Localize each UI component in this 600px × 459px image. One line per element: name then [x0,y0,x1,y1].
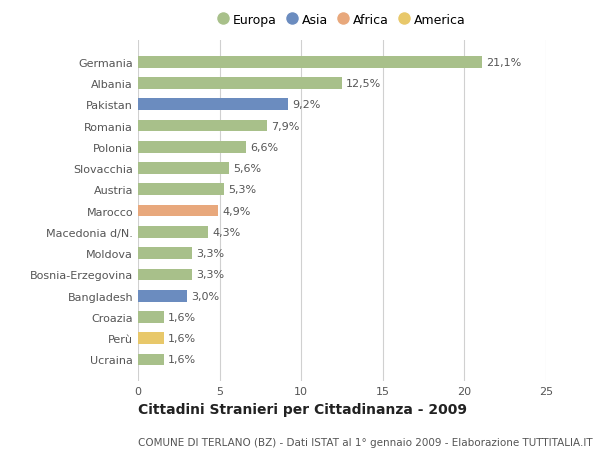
Text: 4,9%: 4,9% [222,206,250,216]
Bar [138,99,288,111]
Bar [138,205,218,217]
Text: 12,5%: 12,5% [346,79,382,89]
Bar [138,78,342,90]
Text: 21,1%: 21,1% [487,57,521,67]
Text: 3,3%: 3,3% [196,270,224,280]
Legend: Europa, Asia, Africa, America: Europa, Asia, Africa, America [214,10,470,31]
Bar [138,142,246,153]
Bar [138,269,192,280]
Text: 3,3%: 3,3% [196,249,224,258]
Text: 7,9%: 7,9% [271,121,299,131]
Bar [138,311,164,323]
Text: COMUNE DI TERLANO (BZ) - Dati ISTAT al 1° gennaio 2009 - Elaborazione TUTTITALIA: COMUNE DI TERLANO (BZ) - Dati ISTAT al 1… [138,437,593,447]
Text: Cittadini Stranieri per Cittadinanza - 2009: Cittadini Stranieri per Cittadinanza - 2… [138,402,467,416]
Text: 1,6%: 1,6% [168,334,196,343]
Bar [138,354,164,365]
Text: 5,3%: 5,3% [229,185,257,195]
Bar [138,120,267,132]
Text: 1,6%: 1,6% [168,312,196,322]
Bar [138,57,482,68]
Bar [138,227,208,238]
Bar [138,333,164,344]
Text: 9,2%: 9,2% [292,100,320,110]
Bar [138,248,192,259]
Text: 6,6%: 6,6% [250,142,278,152]
Bar [138,163,229,174]
Bar [138,184,224,196]
Text: 5,6%: 5,6% [233,164,262,174]
Text: 4,3%: 4,3% [212,227,241,237]
Bar [138,290,187,302]
Text: 3,0%: 3,0% [191,291,219,301]
Text: 1,6%: 1,6% [168,355,196,365]
